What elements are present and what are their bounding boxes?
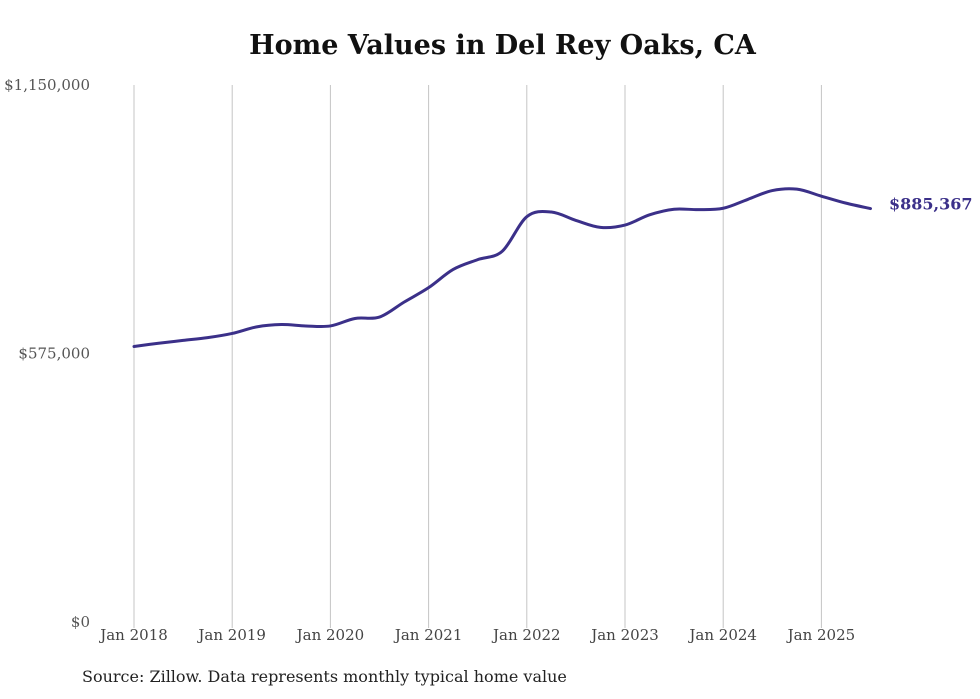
x-tick-label: Jan 2020 — [295, 626, 365, 644]
x-tick-label: Jan 2024 — [687, 626, 757, 644]
x-tick-label: Jan 2019 — [196, 626, 266, 644]
x-axis-ticks: Jan 2018 Jan 2019 Jan 2020 Jan 2021 Jan 2022… — [98, 626, 855, 644]
source-note: Source: Zillow. Data represents monthly … — [82, 667, 567, 686]
x-tick-label: Jan 2023 — [589, 626, 659, 644]
series-layer: $885,367 — [132, 187, 973, 348]
y-tick-label: $575,000 — [18, 345, 90, 363]
x-tick-label: Jan 2025 — [786, 626, 856, 644]
x-tick-label: Jan 2022 — [491, 626, 561, 644]
x-tick-label: Jan 2018 — [98, 626, 168, 644]
y-tick-label: $0 — [71, 613, 90, 631]
x-tick-label: Jan 2021 — [393, 626, 463, 644]
gridlines — [133, 85, 822, 628]
y-axis-ticks: $0 $575,000 $1,150,000 — [4, 76, 90, 631]
series-line — [132, 187, 872, 348]
chart-title: Home Values in Del Rey Oaks, CA — [249, 30, 756, 61]
y-tick-label: $1,150,000 — [4, 76, 90, 94]
end-value-label: $885,367 — [889, 195, 973, 214]
